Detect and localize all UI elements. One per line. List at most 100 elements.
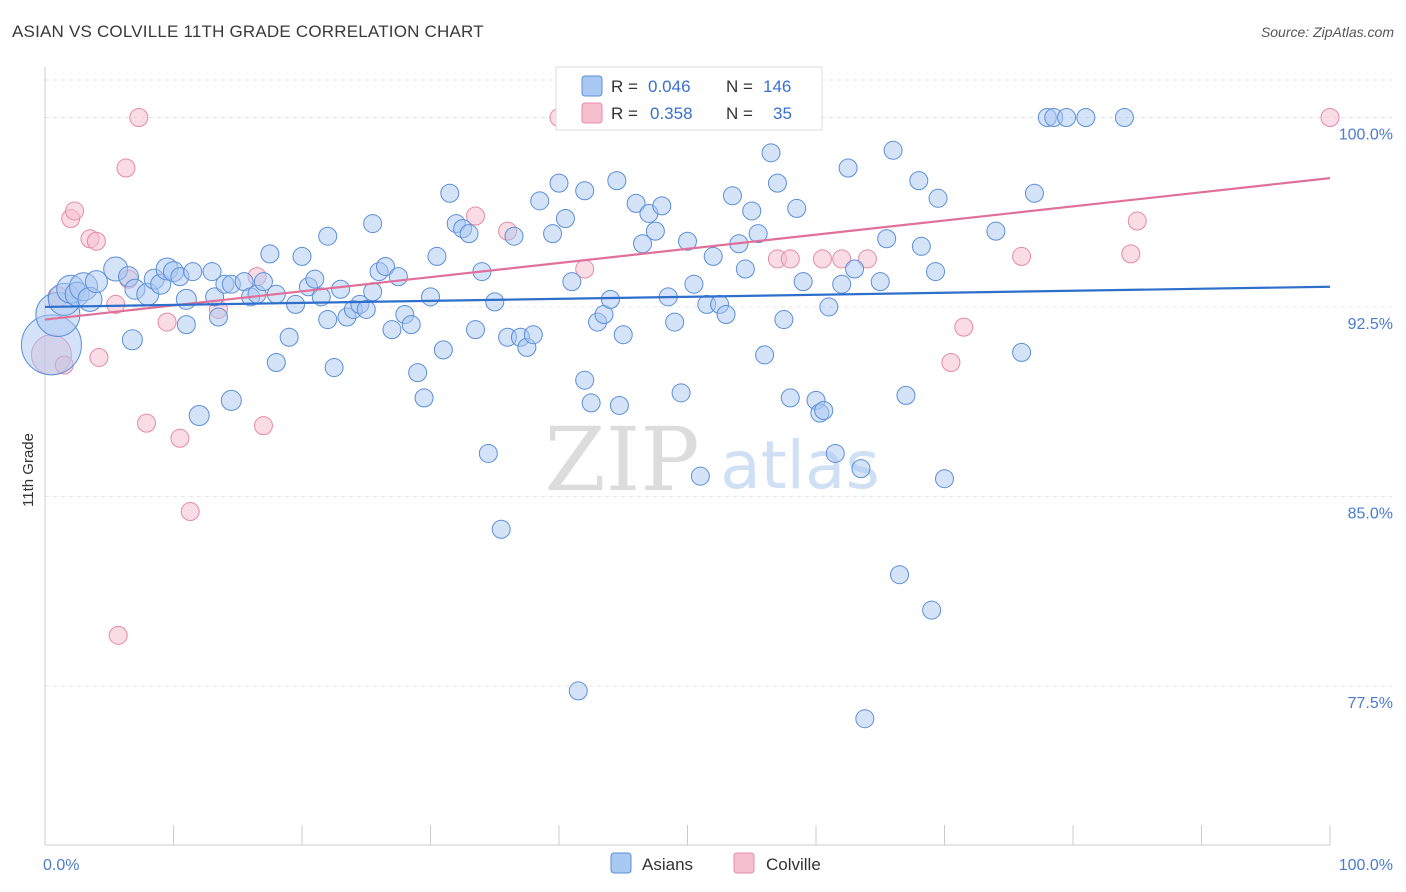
asians-point bbox=[870, 272, 890, 292]
asians-point bbox=[1012, 342, 1032, 362]
asians-point bbox=[780, 388, 800, 408]
chart-title: ASIAN VS COLVILLE 11TH GRADE CORRELATION… bbox=[12, 22, 484, 41]
colville-point bbox=[129, 107, 149, 127]
asians-point bbox=[1076, 107, 1096, 127]
asians-point bbox=[363, 282, 383, 302]
legend-n-value: 35 bbox=[773, 104, 792, 123]
chart-source: Source: ZipAtlas.com bbox=[1260, 24, 1394, 40]
asians-point bbox=[84, 270, 108, 294]
asians-point bbox=[188, 405, 210, 427]
asians-point bbox=[793, 272, 813, 292]
y-tick-label: 85.0% bbox=[1348, 505, 1393, 522]
colville-point bbox=[137, 413, 157, 433]
asians-point bbox=[690, 466, 710, 486]
asians-point bbox=[183, 262, 203, 282]
legend-swatch-asians bbox=[581, 75, 603, 97]
asians-point bbox=[845, 259, 865, 279]
asians-point bbox=[613, 325, 633, 345]
asians-point bbox=[986, 221, 1006, 241]
asians-point bbox=[819, 297, 839, 317]
asians-point bbox=[767, 173, 787, 193]
colville-point bbox=[857, 249, 877, 269]
colville-point bbox=[465, 206, 485, 226]
asians-point bbox=[459, 224, 479, 244]
asians-point bbox=[331, 279, 351, 299]
y-tick-label: 92.5% bbox=[1348, 316, 1393, 333]
asians-point bbox=[825, 443, 845, 463]
asians-point bbox=[742, 201, 762, 221]
legend-n-label: N = bbox=[726, 104, 753, 123]
x-tick-label: 0.0% bbox=[43, 857, 79, 874]
asians-point bbox=[1057, 107, 1077, 127]
asians-point bbox=[401, 315, 421, 335]
asians-point bbox=[318, 226, 338, 246]
asians-point bbox=[922, 600, 942, 620]
y-tick-labels: 77.5% 85.0% 92.5% 100.0% bbox=[1339, 126, 1393, 711]
asians-point bbox=[562, 272, 582, 292]
colville-point bbox=[780, 249, 800, 269]
asians-point bbox=[626, 193, 646, 213]
asians-point bbox=[787, 198, 807, 218]
asians-point bbox=[485, 292, 505, 312]
colville-point bbox=[832, 249, 852, 269]
legend-series: Asians Colville bbox=[610, 852, 821, 874]
colville-point bbox=[1121, 244, 1141, 264]
legend-item-asians: Asians bbox=[642, 855, 693, 874]
asians-point bbox=[121, 329, 143, 351]
colville-point bbox=[65, 201, 85, 221]
colville-point bbox=[170, 428, 190, 448]
asians-point bbox=[575, 181, 595, 201]
asians-point bbox=[408, 363, 428, 383]
asians-point bbox=[877, 229, 897, 249]
asians-point bbox=[575, 370, 595, 390]
colville-point bbox=[157, 312, 177, 332]
legend-n-value: 146 bbox=[763, 77, 791, 96]
asians-point bbox=[523, 325, 543, 345]
asians-point bbox=[465, 320, 485, 340]
asians-point bbox=[220, 389, 242, 411]
asians-point bbox=[530, 191, 550, 211]
colville-point bbox=[1012, 246, 1032, 266]
asians-point bbox=[324, 358, 344, 378]
asians-point bbox=[665, 312, 685, 332]
asians-point bbox=[260, 244, 280, 264]
asians-point bbox=[748, 224, 768, 244]
asians-point bbox=[279, 327, 299, 347]
asians-point bbox=[652, 196, 672, 216]
asians-point bbox=[761, 143, 781, 163]
asians-point bbox=[896, 385, 916, 405]
legend-r-label: R = bbox=[611, 104, 638, 123]
asians-point bbox=[543, 224, 563, 244]
legend-swatch-asians bbox=[610, 852, 632, 874]
asians-point bbox=[735, 259, 755, 279]
asians-point bbox=[600, 289, 620, 309]
trend-lines bbox=[44, 177, 1331, 321]
asians-point bbox=[382, 320, 402, 340]
asians-point bbox=[926, 262, 946, 282]
asians-point bbox=[716, 305, 736, 325]
asians-point bbox=[671, 383, 691, 403]
asians-point bbox=[609, 395, 629, 415]
asians-point bbox=[678, 231, 697, 251]
legend-r-label: R = bbox=[611, 77, 638, 96]
asians-point bbox=[568, 681, 588, 701]
colville-trend-line bbox=[44, 177, 1331, 321]
axes bbox=[44, 67, 1331, 846]
legend-swatch-colville bbox=[733, 852, 755, 874]
colville-point bbox=[86, 231, 106, 251]
asians-point bbox=[208, 307, 228, 327]
asians-point bbox=[292, 246, 312, 266]
legend-stats: R = 0.046 N = 146 R = 0.358 N = 35 bbox=[555, 66, 823, 131]
asians-point bbox=[645, 221, 665, 241]
asians-point bbox=[851, 459, 871, 479]
asians-point bbox=[414, 388, 434, 408]
asians-point bbox=[176, 315, 196, 335]
asians-point bbox=[175, 288, 197, 310]
asians-point bbox=[1024, 183, 1044, 203]
colville-points bbox=[30, 107, 1340, 645]
watermark-zip: ZIP bbox=[544, 408, 699, 511]
asians-point bbox=[363, 214, 383, 234]
colville-point bbox=[1320, 107, 1340, 127]
asians-point bbox=[388, 267, 408, 287]
asians-point bbox=[911, 236, 931, 256]
